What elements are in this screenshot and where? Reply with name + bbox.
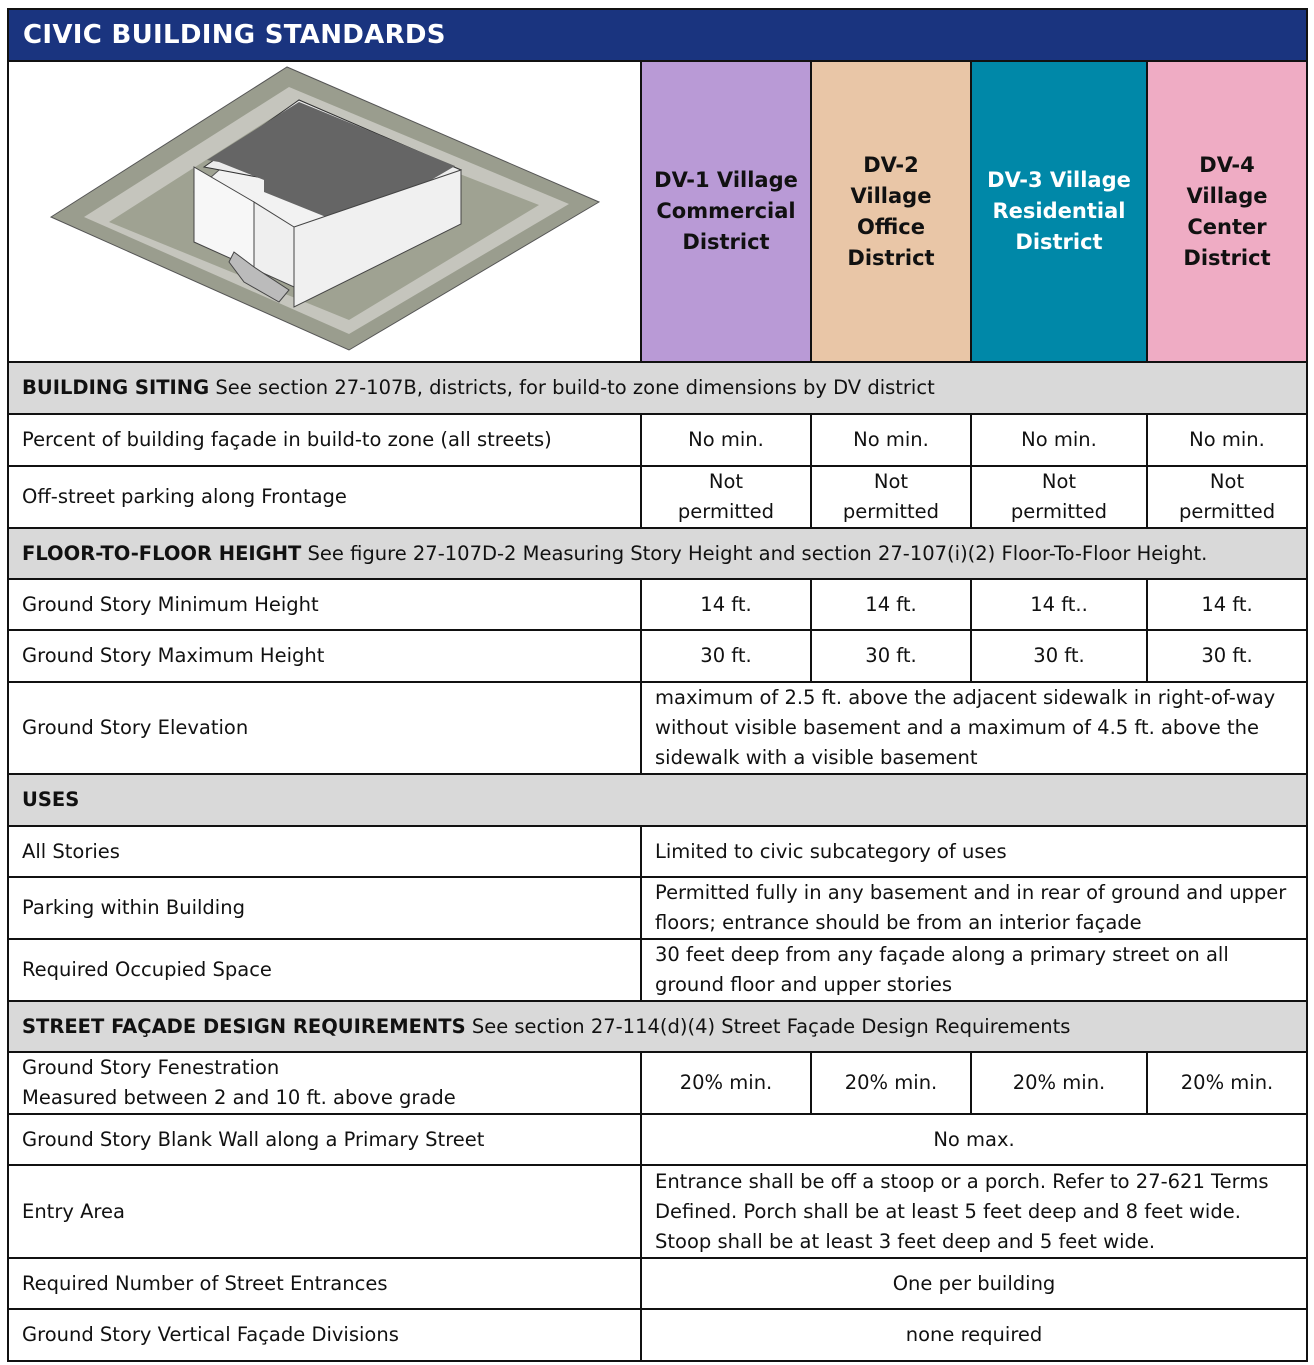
cell-dv4: 20% min. — [1145, 1051, 1309, 1115]
section-title: USES — [22, 788, 80, 811]
section-note: See section 27-107B, districts, for buil… — [209, 376, 935, 399]
cell-dv3: 14 ft.. — [970, 578, 1148, 631]
row-label-text: Ground Story Minimum Height — [22, 592, 319, 616]
section-header: STREET FAÇADE DESIGN REQUIREMENTS See se… — [6, 1000, 1309, 1053]
cell-dv3: 20% min. — [970, 1051, 1148, 1115]
cell-dv3: Not permitted — [970, 465, 1148, 529]
table-row: Ground Story Blank Wall along a Primary … — [7, 1113, 1309, 1166]
row-label-text: Required Number of Street Entrances — [22, 1271, 388, 1295]
cell-dv2: No min. — [810, 413, 972, 467]
cell-all-districts: Entrance shall be off a stoop or a porch… — [639, 1164, 1309, 1259]
row-label: Off-street parking along Frontage — [7, 465, 642, 529]
district-header-dv2: DV-2 Village Office District — [810, 60, 972, 363]
cell-dv2: Not permitted — [810, 465, 972, 529]
table-row: Ground Story Elevation maximum of 2.5 ft.… — [7, 681, 1309, 775]
section-header: USES — [6, 773, 1309, 827]
cell-dv4: No min. — [1145, 413, 1309, 467]
row-label-text: Off-street parking along Frontage — [22, 485, 347, 508]
cell-dv4: Not permitted — [1145, 465, 1309, 529]
row-label: Ground Story Elevation — [7, 681, 642, 775]
section-header-row: STREET FAÇADE DESIGN REQUIREMENTS See se… — [6, 1000, 1309, 1053]
cell-dv2: 14 ft. — [810, 578, 972, 631]
cell-dv1: 30 ft. — [640, 629, 812, 683]
row-label: Ground Story Minimum Height — [7, 578, 642, 631]
district-header-dv1: DV-1 Village Commercial District — [640, 60, 812, 363]
table-title: CIVIC BUILDING STANDARDS — [6, 8, 1309, 62]
row-label-text: Ground Story Blank Wall along a Primary … — [22, 1127, 485, 1151]
table-row: Ground Story Minimum Height 14 ft. 14 ft. 1… — [7, 578, 1309, 631]
table-row: Off-street parking along Frontage Not per… — [7, 465, 1309, 529]
row-label-text: All Stories — [22, 839, 120, 863]
cell-dv2: 20% min. — [810, 1051, 972, 1115]
table-row: Percent of building façade in build-to z… — [7, 413, 1309, 467]
section-note: See section 27-114(d)(4) Street Façade D… — [465, 1014, 1071, 1038]
cell-all-districts: No max. — [639, 1113, 1309, 1166]
cell-dv1: 20% min. — [640, 1051, 812, 1115]
row-label-text: Ground Story Fenestration — [22, 1056, 280, 1079]
row-label-text: Ground Story Vertical Façade Divisions — [22, 1323, 399, 1346]
row-label: Parking within Building — [7, 876, 642, 940]
cell-dv1: Not permitted — [640, 465, 812, 529]
cell-dv3: No min. — [970, 413, 1148, 467]
section-header: FLOOR-TO-FLOOR HEIGHT See figure 27-107D… — [6, 527, 1309, 580]
row-label: Ground Story Maximum Height — [7, 629, 642, 683]
row-label: Ground Story Vertical Façade Divisions — [7, 1308, 642, 1362]
section-header-row: BUILDING SITING See section 27-107B, dis… — [6, 361, 1309, 415]
district-header-dv4: DV-4 Village Center District — [1145, 60, 1309, 363]
section-title: BUILDING SITING — [22, 376, 210, 399]
cell-all-districts: Limited to civic subcategory of uses — [639, 825, 1309, 878]
row-label: Entry Area — [7, 1164, 642, 1259]
cell-dv1: No min. — [640, 413, 812, 467]
row-label: Ground Story Fenestration Measured betwee… — [7, 1051, 642, 1115]
table-row: Ground Story Vertical Façade Divisions no… — [7, 1308, 1309, 1362]
row-label-text: Ground Story Maximum Height — [22, 644, 325, 667]
row-label-text: Parking within Building — [22, 896, 245, 919]
cell-all-districts: none required — [639, 1308, 1309, 1362]
table-row: Ground Story Maximum Height 30 ft. 30 ft. 3… — [7, 629, 1309, 683]
row-label-text: Ground Story Elevation — [22, 716, 249, 739]
section-title: FLOOR-TO-FLOOR HEIGHT — [22, 541, 302, 565]
cell-dv4: 14 ft. — [1145, 578, 1309, 631]
row-label-text: Required Occupied Space — [22, 958, 272, 981]
cell-all-districts: 30 feet deep from any façade along a pri… — [639, 938, 1309, 1002]
section-header: BUILDING SITING See section 27-107B, dis… — [6, 361, 1309, 415]
table-row: Ground Story Fenestration Measured betwee… — [7, 1051, 1309, 1115]
table-row: Parking within Building Permitted fully i… — [7, 876, 1309, 940]
building-illustration — [7, 60, 642, 363]
cell-all-districts: One per building — [639, 1257, 1309, 1310]
cell-dv1: 14 ft. — [640, 578, 812, 631]
table-row: All Stories Limited to civic subcategory … — [7, 825, 1309, 878]
section-note: See figure 27-107D-2 Measuring Story Hei… — [301, 541, 1208, 565]
table-row: Required Number of Street Entrances One p… — [7, 1257, 1309, 1310]
section-header-row: FLOOR-TO-FLOOR HEIGHT See figure 27-107D… — [6, 527, 1309, 580]
section-title: STREET FAÇADE DESIGN REQUIREMENTS — [22, 1014, 466, 1038]
cell-dv2: 30 ft. — [810, 629, 972, 683]
row-label: Required Number of Street Entrances — [7, 1257, 642, 1310]
cell-dv4: 30 ft. — [1145, 629, 1309, 683]
row-label-text: Entry Area — [22, 1199, 125, 1223]
civic-building-standards-table: CIVIC BUILDING STANDARDS DV-1 Village Co… — [6, 8, 1309, 1362]
row-label: Percent of building façade in build-to z… — [7, 413, 642, 467]
district-header-dv3: DV-3 Village Residential District — [970, 60, 1148, 363]
table-row: Entry Area Entrance shall be off a stoop … — [7, 1164, 1309, 1259]
row-label: Ground Story Blank Wall along a Primary … — [7, 1113, 642, 1166]
cell-all-districts: maximum of 2.5 ft. above the adjacent si… — [639, 681, 1309, 775]
cell-dv3: 30 ft. — [970, 629, 1148, 683]
row-label: Required Occupied Space — [7, 938, 642, 1002]
table-row: Required Occupied Space 30 feet deep from… — [7, 938, 1309, 1002]
row-sublabel-text: Measured between 2 and 10 ft. above grad… — [22, 1086, 456, 1109]
section-header-row: USES — [6, 773, 1309, 827]
row-label-text: Percent of building façade in build-to z… — [22, 428, 552, 451]
row-label: All Stories — [7, 825, 642, 878]
cell-all-districts: Permitted fully in any basement and in r… — [639, 876, 1309, 940]
